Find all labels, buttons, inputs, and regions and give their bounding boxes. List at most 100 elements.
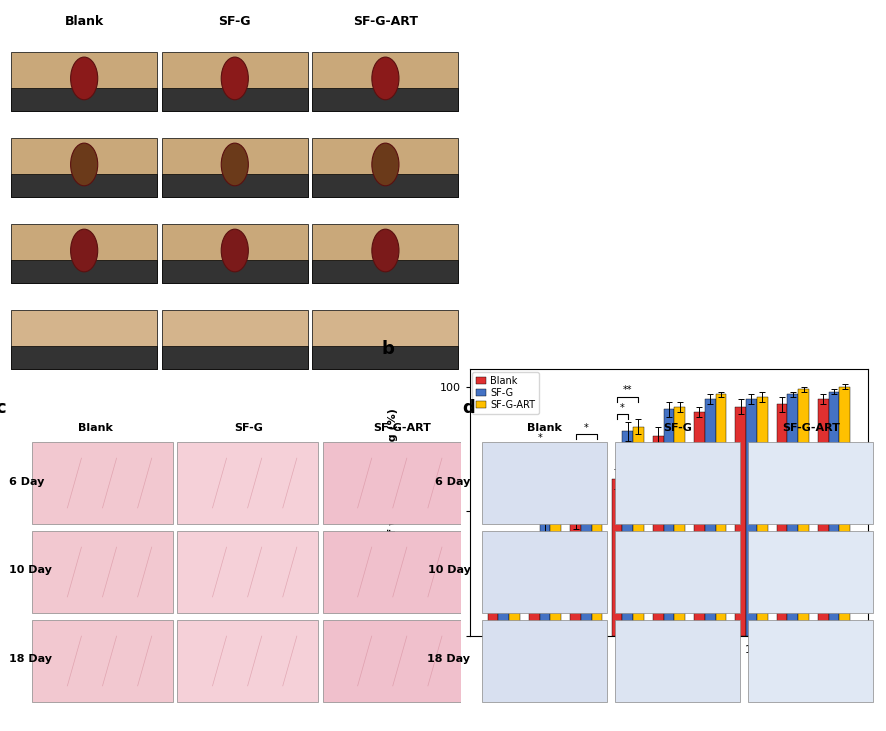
Bar bbox=[633, 426, 644, 636]
Text: Blank: Blank bbox=[527, 423, 563, 433]
Bar bbox=[828, 392, 839, 636]
FancyBboxPatch shape bbox=[12, 88, 157, 111]
Text: SF-G: SF-G bbox=[235, 423, 263, 433]
Text: *: * bbox=[620, 403, 625, 413]
FancyBboxPatch shape bbox=[162, 260, 307, 283]
Bar bbox=[611, 479, 622, 636]
FancyBboxPatch shape bbox=[32, 531, 173, 613]
FancyBboxPatch shape bbox=[748, 531, 873, 613]
Ellipse shape bbox=[222, 230, 248, 272]
FancyBboxPatch shape bbox=[162, 346, 307, 369]
FancyBboxPatch shape bbox=[177, 531, 318, 613]
FancyBboxPatch shape bbox=[313, 52, 458, 111]
Text: *: * bbox=[584, 423, 588, 433]
Text: 6 Day: 6 Day bbox=[9, 477, 44, 487]
FancyBboxPatch shape bbox=[162, 310, 307, 369]
FancyBboxPatch shape bbox=[483, 531, 608, 613]
FancyBboxPatch shape bbox=[162, 88, 307, 111]
FancyBboxPatch shape bbox=[323, 531, 463, 613]
FancyBboxPatch shape bbox=[177, 620, 318, 702]
FancyBboxPatch shape bbox=[313, 260, 458, 283]
Bar bbox=[818, 399, 828, 636]
Bar bbox=[705, 399, 716, 636]
Bar bbox=[540, 521, 550, 636]
Text: Blank: Blank bbox=[65, 15, 104, 28]
Text: SF-G: SF-G bbox=[664, 423, 692, 433]
Text: d: d bbox=[462, 399, 475, 417]
FancyBboxPatch shape bbox=[32, 442, 173, 524]
Bar bbox=[550, 501, 561, 636]
Bar bbox=[509, 579, 520, 636]
Text: SF-G-ART: SF-G-ART bbox=[353, 15, 418, 28]
Ellipse shape bbox=[222, 57, 248, 99]
X-axis label: Time (day): Time (day) bbox=[631, 661, 707, 673]
Text: c: c bbox=[0, 399, 6, 417]
Ellipse shape bbox=[222, 143, 248, 186]
Bar bbox=[735, 406, 746, 636]
Bar bbox=[581, 482, 592, 636]
FancyBboxPatch shape bbox=[12, 224, 157, 283]
Text: SF-G: SF-G bbox=[219, 15, 251, 28]
Ellipse shape bbox=[372, 57, 399, 99]
FancyBboxPatch shape bbox=[748, 442, 873, 524]
Text: SF-G-ART: SF-G-ART bbox=[373, 423, 431, 433]
FancyBboxPatch shape bbox=[12, 260, 157, 283]
Bar bbox=[788, 394, 798, 636]
Bar bbox=[746, 399, 757, 636]
Y-axis label: The rate of wound healing (%): The rate of wound healing (%) bbox=[388, 408, 398, 597]
Bar bbox=[487, 591, 499, 636]
FancyBboxPatch shape bbox=[313, 174, 458, 197]
Bar bbox=[716, 394, 727, 636]
FancyBboxPatch shape bbox=[313, 310, 458, 369]
FancyBboxPatch shape bbox=[162, 52, 307, 111]
Text: **: ** bbox=[623, 385, 633, 395]
Ellipse shape bbox=[372, 143, 399, 186]
Ellipse shape bbox=[71, 57, 97, 99]
FancyBboxPatch shape bbox=[162, 224, 307, 283]
FancyBboxPatch shape bbox=[162, 174, 307, 197]
Text: SF-G-ART: SF-G-ART bbox=[781, 423, 840, 433]
FancyBboxPatch shape bbox=[12, 174, 157, 197]
FancyBboxPatch shape bbox=[483, 620, 608, 702]
FancyBboxPatch shape bbox=[313, 346, 458, 369]
Bar bbox=[674, 406, 685, 636]
Bar bbox=[592, 466, 602, 636]
FancyBboxPatch shape bbox=[483, 442, 608, 524]
FancyBboxPatch shape bbox=[748, 620, 873, 702]
FancyBboxPatch shape bbox=[313, 224, 458, 283]
Bar bbox=[499, 571, 509, 636]
FancyBboxPatch shape bbox=[12, 138, 157, 197]
FancyBboxPatch shape bbox=[323, 620, 463, 702]
Bar bbox=[798, 389, 809, 636]
FancyBboxPatch shape bbox=[12, 346, 157, 369]
FancyBboxPatch shape bbox=[313, 138, 458, 197]
Text: 10 Day: 10 Day bbox=[428, 566, 470, 575]
Bar bbox=[653, 436, 664, 636]
FancyBboxPatch shape bbox=[32, 620, 173, 702]
Text: 6 Day: 6 Day bbox=[435, 477, 470, 487]
Bar bbox=[757, 397, 767, 636]
Bar bbox=[839, 387, 851, 636]
Bar bbox=[664, 409, 674, 636]
Bar bbox=[529, 541, 540, 636]
Ellipse shape bbox=[71, 230, 97, 272]
Text: 18 Day: 18 Day bbox=[427, 654, 470, 664]
FancyBboxPatch shape bbox=[615, 620, 740, 702]
FancyBboxPatch shape bbox=[313, 88, 458, 111]
FancyBboxPatch shape bbox=[12, 310, 157, 369]
FancyBboxPatch shape bbox=[323, 442, 463, 524]
Bar bbox=[694, 412, 705, 636]
Ellipse shape bbox=[372, 230, 399, 272]
Ellipse shape bbox=[71, 143, 97, 186]
Legend: Blank, SF-G, SF-G-ART: Blank, SF-G, SF-G-ART bbox=[472, 372, 539, 414]
FancyBboxPatch shape bbox=[162, 138, 307, 197]
Bar bbox=[777, 404, 788, 636]
FancyBboxPatch shape bbox=[12, 52, 157, 111]
Text: 10 Day: 10 Day bbox=[9, 566, 52, 575]
Text: a: a bbox=[4, 0, 16, 4]
Text: Blank: Blank bbox=[78, 423, 113, 433]
Text: 18 Day: 18 Day bbox=[9, 654, 52, 664]
FancyBboxPatch shape bbox=[615, 531, 740, 613]
FancyBboxPatch shape bbox=[615, 442, 740, 524]
Text: *: * bbox=[537, 433, 542, 443]
